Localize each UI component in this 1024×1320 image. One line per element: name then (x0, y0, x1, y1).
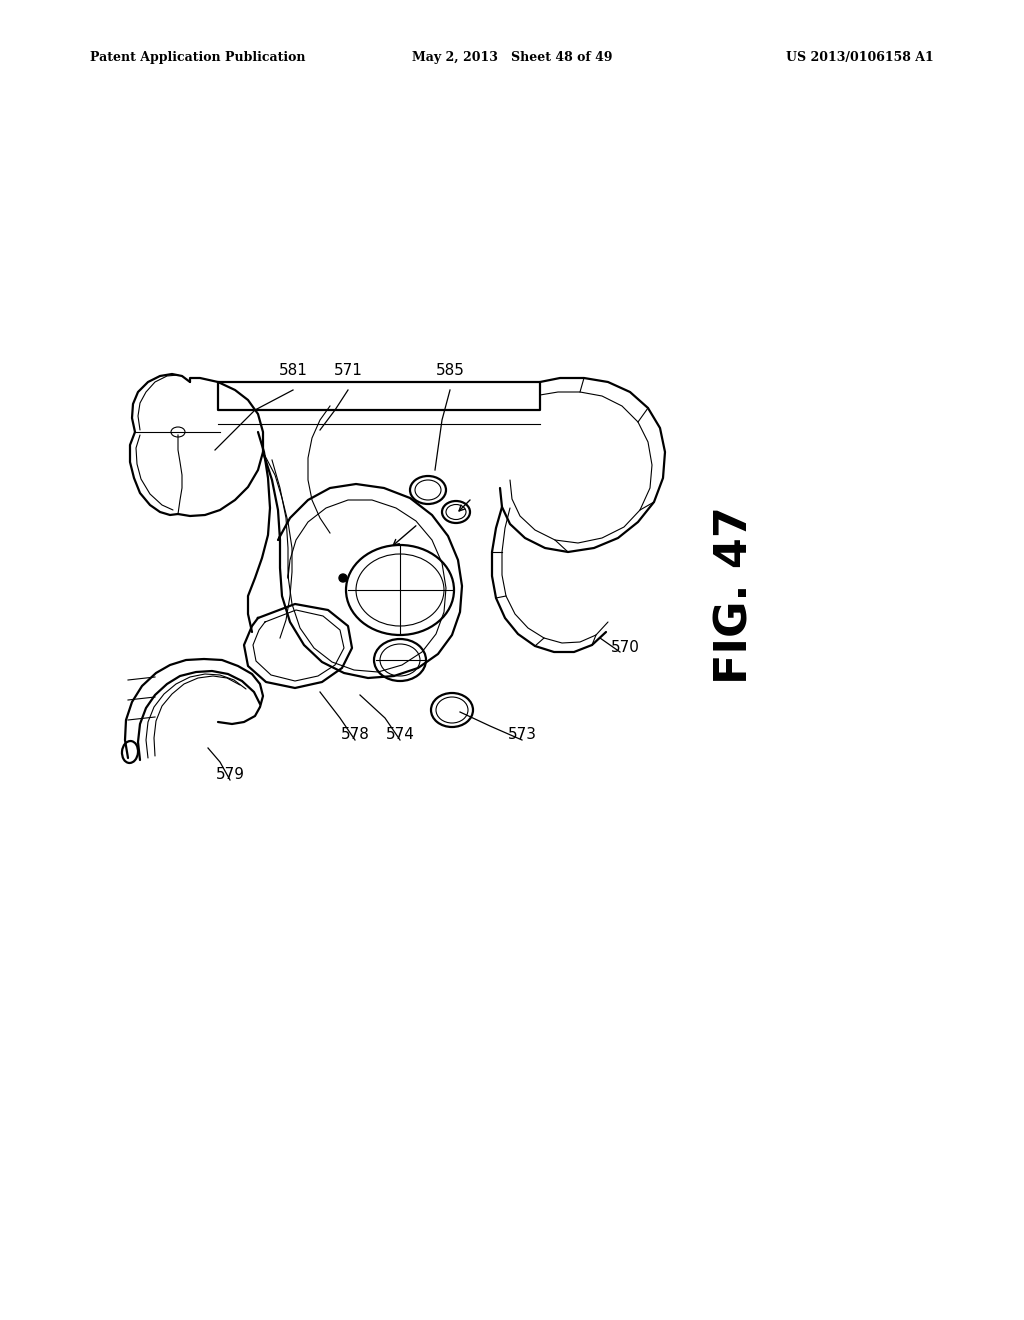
Text: 585: 585 (435, 363, 465, 378)
Text: US 2013/0106158 A1: US 2013/0106158 A1 (786, 51, 934, 65)
Text: May 2, 2013   Sheet 48 of 49: May 2, 2013 Sheet 48 of 49 (412, 51, 612, 65)
Text: 578: 578 (341, 727, 370, 742)
Circle shape (339, 574, 347, 582)
Text: 581: 581 (279, 363, 307, 378)
Text: Patent Application Publication: Patent Application Publication (90, 51, 305, 65)
Text: 571: 571 (334, 363, 362, 378)
Text: FIG. 47: FIG. 47 (714, 506, 757, 684)
Text: 573: 573 (508, 727, 537, 742)
Text: 579: 579 (215, 767, 245, 781)
Text: 570: 570 (610, 640, 639, 655)
Text: 574: 574 (386, 727, 415, 742)
